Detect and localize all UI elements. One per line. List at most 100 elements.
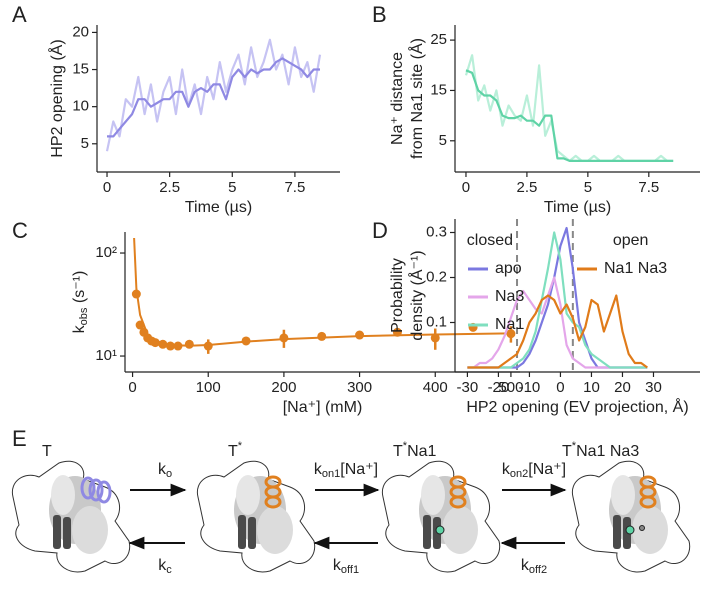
text-part: k bbox=[521, 557, 530, 574]
x-tick-label: 200 bbox=[271, 379, 296, 396]
x-tick-label: 7.5 bbox=[638, 179, 659, 196]
arrows bbox=[128, 483, 567, 550]
protein bbox=[571, 460, 691, 573]
text-part: o bbox=[166, 468, 172, 480]
y-axis-label: HP2 opening (Å) bbox=[47, 39, 66, 157]
y-axis-label: Probability bbox=[389, 258, 406, 333]
text-part: T bbox=[393, 443, 403, 460]
rate-label: kc bbox=[158, 557, 172, 576]
text-part: T bbox=[228, 443, 238, 460]
y-tick-label: 10² bbox=[95, 244, 117, 261]
text-part: * bbox=[572, 440, 577, 452]
panel-letter: B bbox=[372, 2, 387, 27]
y-tick-label: 15 bbox=[430, 81, 447, 98]
text-part: k bbox=[71, 324, 88, 333]
state-label: T*Na1 Na3 bbox=[562, 440, 639, 460]
state-label: T*Na1 bbox=[393, 440, 437, 460]
x-tick-label: -20 bbox=[488, 379, 510, 396]
x-tick-label: 5 bbox=[228, 179, 236, 196]
x-tick-label: 0 bbox=[103, 179, 111, 196]
text-part: k bbox=[333, 557, 342, 574]
y-axis-label: kobs (s⁻¹) bbox=[71, 271, 90, 334]
data-point bbox=[506, 329, 516, 339]
series-line bbox=[465, 69, 674, 162]
data-point bbox=[158, 339, 168, 349]
ion bbox=[639, 525, 645, 531]
legend-label: apo bbox=[495, 260, 522, 277]
x-tick-label: 0 bbox=[462, 179, 470, 196]
x-tick-label: -10 bbox=[519, 379, 541, 396]
x-tick-label: 10 bbox=[583, 379, 600, 396]
rate-label: koff1 bbox=[333, 557, 359, 576]
scheme-art bbox=[11, 460, 691, 573]
data-point bbox=[392, 327, 402, 337]
ion bbox=[435, 525, 445, 535]
text-part: k bbox=[158, 461, 167, 478]
legend-label: Na1 bbox=[495, 316, 524, 333]
x-tick-label: -30 bbox=[457, 379, 479, 396]
rate-label: ko bbox=[158, 461, 172, 480]
rate-label: koff2 bbox=[521, 557, 547, 576]
helix bbox=[639, 475, 657, 509]
text-part: c bbox=[166, 564, 172, 576]
data-point bbox=[165, 341, 175, 351]
data-point bbox=[173, 341, 183, 351]
text-part: k bbox=[502, 461, 511, 478]
text-part: * bbox=[403, 440, 408, 452]
state-label: T bbox=[42, 443, 52, 460]
x-axis-label: Time (µs) bbox=[185, 199, 252, 216]
rate-label: kon2[Na⁺] bbox=[502, 461, 566, 480]
y-axis-label: from Na1 site (Å) bbox=[407, 38, 426, 159]
threshold-label: closed bbox=[467, 232, 513, 249]
y-axis-label: Na⁺ distance bbox=[389, 52, 406, 145]
text-part: Na1 Na3 bbox=[576, 443, 639, 460]
state-label: T* bbox=[228, 440, 243, 460]
data-point bbox=[317, 331, 327, 341]
text-part: off2 bbox=[529, 564, 547, 576]
data-point bbox=[184, 339, 194, 349]
y-tick-label: 25 bbox=[430, 31, 447, 48]
helix bbox=[80, 476, 112, 504]
x-tick-label: 30 bbox=[645, 379, 662, 396]
y-tick-label: 0.2 bbox=[426, 268, 447, 285]
text-part: on2 bbox=[510, 468, 528, 480]
data-point bbox=[279, 333, 289, 343]
x-axis-label: Time (µs) bbox=[544, 199, 611, 216]
data-point bbox=[150, 338, 160, 348]
y-tick-label: 0.1 bbox=[426, 313, 447, 330]
text-part: T bbox=[42, 443, 52, 460]
y-tick-label: 20 bbox=[72, 23, 89, 40]
panel-letter: D bbox=[372, 218, 388, 243]
fit-line bbox=[133, 237, 511, 347]
x-axis-label: [Na⁺] (mM) bbox=[283, 399, 363, 416]
y-axis-label: density (Å⁻¹) bbox=[407, 250, 426, 340]
helix bbox=[449, 475, 467, 509]
y-tick-label: 15 bbox=[72, 61, 89, 78]
x-tick-label: 0 bbox=[128, 379, 136, 396]
text-part: on1 bbox=[322, 468, 340, 480]
ion bbox=[625, 525, 635, 535]
x-tick-label: 300 bbox=[347, 379, 372, 396]
x-tick-label: 2.5 bbox=[159, 179, 180, 196]
data-point bbox=[203, 341, 213, 351]
text-part: obs bbox=[78, 307, 90, 325]
x-tick-label: 500 bbox=[498, 379, 523, 396]
panel-letter: C bbox=[12, 218, 28, 243]
helix bbox=[264, 475, 282, 509]
data-point bbox=[430, 333, 440, 343]
x-tick-label: 2.5 bbox=[516, 179, 537, 196]
text-part: Na1 bbox=[407, 443, 436, 460]
text-part: T bbox=[562, 443, 572, 460]
text-part: k bbox=[158, 557, 167, 574]
protein bbox=[381, 460, 501, 573]
data-point bbox=[355, 330, 365, 340]
x-tick-label: 20 bbox=[614, 379, 631, 396]
series-line bbox=[467, 294, 648, 369]
y-tick-label: 5 bbox=[81, 135, 89, 152]
text-part: (s⁻¹) bbox=[71, 271, 88, 308]
x-tick-label: 0 bbox=[556, 379, 564, 396]
y-tick-label: 0.3 bbox=[426, 223, 447, 240]
text-part: off1 bbox=[341, 564, 359, 576]
rate-label: kon1[Na⁺] bbox=[314, 461, 378, 480]
